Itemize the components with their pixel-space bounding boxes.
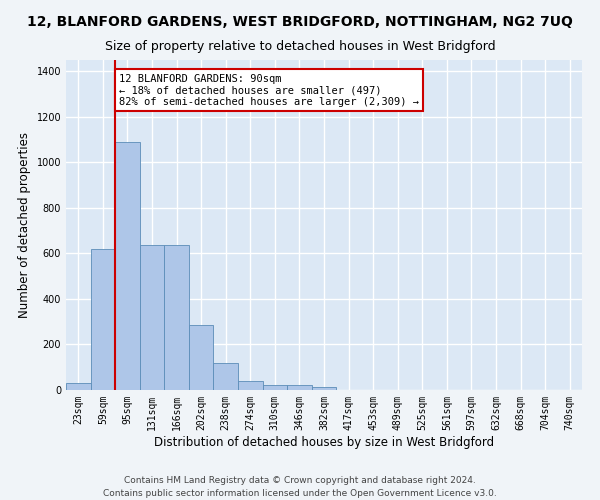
Bar xyxy=(189,325,214,390)
Bar xyxy=(263,385,287,390)
Bar xyxy=(164,246,189,390)
Bar xyxy=(115,142,140,390)
Bar xyxy=(238,381,263,390)
Text: Size of property relative to detached houses in West Bridgford: Size of property relative to detached ho… xyxy=(104,40,496,53)
Bar xyxy=(214,362,238,390)
Bar xyxy=(287,385,312,390)
X-axis label: Distribution of detached houses by size in West Bridgford: Distribution of detached houses by size … xyxy=(154,436,494,448)
Text: 12, BLANFORD GARDENS, WEST BRIDGFORD, NOTTINGHAM, NG2 7UQ: 12, BLANFORD GARDENS, WEST BRIDGFORD, NO… xyxy=(27,15,573,29)
Text: 12 BLANFORD GARDENS: 90sqm
← 18% of detached houses are smaller (497)
82% of sem: 12 BLANFORD GARDENS: 90sqm ← 18% of deta… xyxy=(119,74,419,107)
Bar xyxy=(91,249,115,390)
Bar xyxy=(140,246,164,390)
Bar xyxy=(312,388,336,390)
Text: Contains HM Land Registry data © Crown copyright and database right 2024.
Contai: Contains HM Land Registry data © Crown c… xyxy=(103,476,497,498)
Bar xyxy=(66,383,91,390)
Y-axis label: Number of detached properties: Number of detached properties xyxy=(18,132,31,318)
